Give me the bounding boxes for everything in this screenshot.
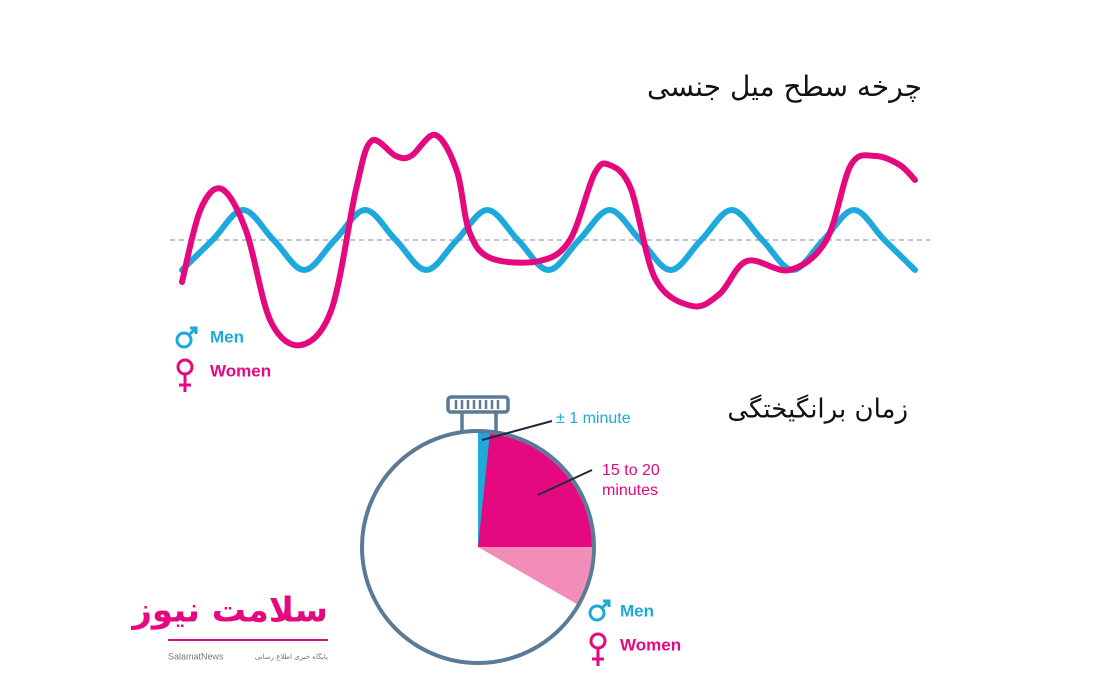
logo-tagline: پایگاه خبری اطلاع رسانی: [255, 652, 328, 661]
stopwatch-crown: [446, 395, 510, 437]
logo-text: سلامت نیوز: [130, 591, 328, 631]
slice-range: [478, 547, 592, 604]
male-icon: [175, 326, 198, 349]
leader-line: [481, 420, 553, 441]
value-label: ± 1 minute: [556, 410, 631, 427]
legend-label: Men: [620, 601, 654, 620]
slice: [478, 433, 490, 547]
value-label: 15 to 20 minutes: [602, 462, 660, 499]
slice: [478, 433, 592, 547]
leader-line: [537, 469, 593, 496]
female-icon: [176, 358, 194, 392]
chart-title: زمان برانگیختگی: [727, 394, 908, 425]
legend-label: Women: [620, 635, 681, 654]
logo-latin: SalamatNews: [168, 651, 224, 661]
chart-title: چرخه سطح میل جنسی: [647, 70, 922, 103]
pie: [478, 433, 592, 604]
dial-rim: [360, 429, 596, 665]
legend-label: Men: [210, 327, 244, 346]
series-line: [179, 131, 918, 349]
legend-label: Women: [210, 361, 271, 380]
lines: [179, 131, 918, 349]
female-icon: [589, 632, 607, 666]
male-icon: [588, 599, 611, 622]
